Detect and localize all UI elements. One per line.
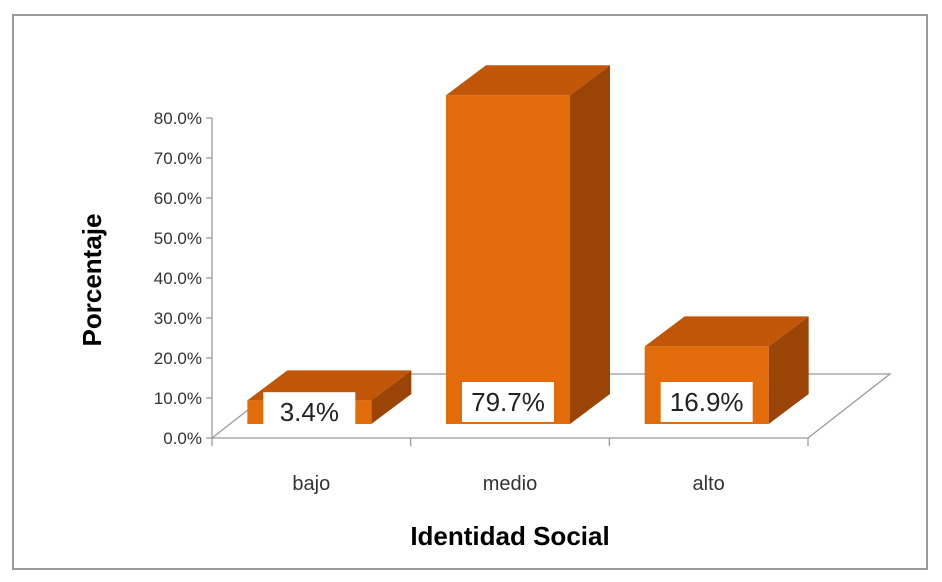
bars: 3.4% 79.7% 16.9% <box>247 65 809 433</box>
y-tick-label: 60.0% <box>154 189 202 208</box>
bar-alto: 16.9% <box>644 316 809 424</box>
bar-top <box>644 316 809 347</box>
data-label-box <box>660 382 753 422</box>
data-label-box <box>263 392 356 433</box>
y-tick-label: 40.0% <box>154 269 202 288</box>
y-tick-label: 80.0% <box>154 109 202 128</box>
bar-side <box>371 370 412 424</box>
y-tick-label: 10.0% <box>154 389 202 408</box>
y-tick-label: 20.0% <box>154 349 202 368</box>
bar-side <box>570 65 610 424</box>
y-tick-label: 0.0% <box>163 429 202 448</box>
y-tick-label: 50.0% <box>154 229 202 248</box>
x-category-label: bajo <box>292 473 330 495</box>
x-category-label: medio <box>483 473 537 495</box>
bar-top <box>446 65 610 96</box>
bar-medio: 79.7% <box>446 65 610 424</box>
bar-side <box>768 316 809 424</box>
y-axis: 0.0% 10.0% 20.0% 30.0% 40.0% 50.0% 60.0% 70.0% 8… <box>154 109 213 448</box>
y-axis-title: Porcentaje <box>77 214 107 347</box>
data-label: 16.9% <box>670 387 744 417</box>
x-axis-labels: bajo medio alto <box>292 473 724 495</box>
data-label: 79.7% <box>471 387 545 417</box>
bar-front <box>446 95 570 424</box>
y-tick-label: 30.0% <box>154 309 202 328</box>
data-label: 3.4% <box>280 397 339 427</box>
x-category-label: alto <box>693 473 725 495</box>
y-tick-label: 70.0% <box>154 149 202 168</box>
bar-bajo: 3.4% <box>247 370 412 433</box>
x-axis-title: Identidad Social <box>410 521 609 551</box>
data-label-box <box>462 382 554 422</box>
